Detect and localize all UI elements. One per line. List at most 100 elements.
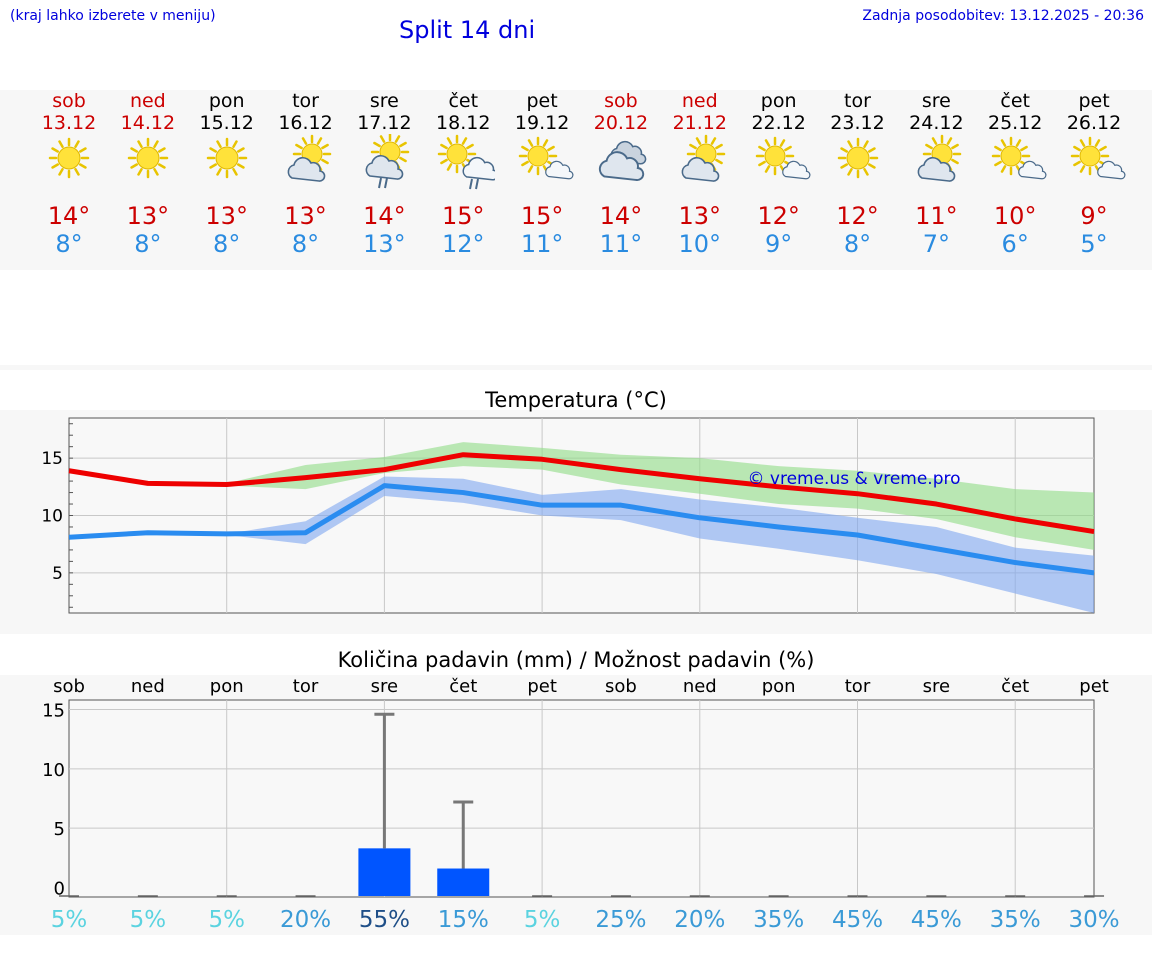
precip-chance-label: 25% — [595, 907, 646, 933]
high-temp: 13° — [284, 202, 327, 230]
cloud-sun-icon — [287, 134, 331, 182]
day-name: sre — [369, 90, 399, 112]
y-tick-label: 15 — [41, 449, 63, 469]
weather-icon — [660, 134, 740, 202]
forecast-day: čet 25.12 10° 6° — [975, 90, 1055, 258]
weather-icon — [818, 134, 898, 202]
day-date: 14.12 — [120, 112, 176, 134]
precip-chance-label: 5% — [51, 907, 88, 933]
sun-small-cloud-icon — [991, 136, 1047, 180]
day-name: tor — [292, 90, 319, 112]
day-name: pet — [526, 90, 558, 112]
low-temp: 10° — [678, 230, 722, 258]
cloud-sun-icon — [681, 134, 726, 182]
day-name: sob — [604, 90, 638, 112]
forecast-day: ned 14.12 13° 8° — [108, 90, 188, 258]
low-temp: 9° — [765, 230, 793, 258]
precip-chance-label: 30% — [1068, 907, 1119, 933]
forecast-day: pon 22.12 12° 9° — [739, 90, 819, 258]
weather-icon — [975, 134, 1055, 202]
low-temp: 8° — [55, 230, 83, 258]
day-date: 19.12 — [514, 112, 570, 134]
high-temp: 13° — [678, 202, 722, 230]
precip-chance-label: 45% — [911, 907, 962, 933]
forecast-day: pet 19.12 15° 11° — [502, 90, 582, 258]
day-axis-label: čet — [449, 676, 477, 697]
day-axis-label: pon — [762, 676, 796, 697]
max-temp-range — [226, 442, 1095, 550]
location-hint-link[interactable]: (kraj lahko izberete v meniju) — [10, 8, 216, 24]
plot-area — [68, 699, 1095, 898]
day-axis-label: sob — [605, 676, 637, 697]
day-date: 15.12 — [199, 112, 254, 134]
weather-icon — [739, 134, 819, 202]
day-name: tor — [844, 90, 871, 112]
day-axis-label: čet — [1001, 676, 1029, 697]
precip-chance-label: 5% — [208, 907, 245, 933]
high-temp: 14° — [599, 202, 643, 230]
high-temp: 13° — [126, 202, 170, 230]
sun-small-cloud-icon — [518, 136, 574, 180]
weather-icon — [344, 134, 424, 202]
day-name: sre — [921, 90, 951, 112]
high-temp: 15° — [441, 202, 485, 230]
low-temp: 8° — [213, 230, 241, 258]
day-name: ned — [681, 90, 718, 112]
weather-icon — [29, 134, 109, 202]
day-axis-label: tor — [845, 676, 871, 697]
day-axis-label: pon — [210, 676, 244, 697]
forecast-day: čet 18.12 15° 12° — [423, 90, 503, 258]
weather-icon — [502, 134, 582, 202]
sun-cloud-rain-icon — [438, 134, 496, 190]
low-temp: 11° — [599, 230, 643, 258]
sun-icon — [48, 137, 90, 179]
precip-chance-label: 20% — [280, 907, 331, 933]
low-temp: 8° — [843, 230, 872, 258]
day-date: 13.12 — [41, 112, 97, 134]
forecast-day: pon 15.12 13° 8° — [187, 90, 267, 258]
day-name: pon — [760, 90, 797, 112]
sun-icon — [837, 137, 878, 179]
day-axis-label: pet — [1079, 676, 1109, 697]
day-date: 18.12 — [436, 112, 491, 134]
y-tick-label: 10 — [42, 760, 65, 781]
cloud-sun-rain-icon — [366, 134, 410, 189]
precip-chance-label: 15% — [438, 907, 489, 933]
precip-bar — [358, 848, 411, 896]
low-temp: 7° — [922, 230, 950, 258]
forecast-band — [0, 90, 1152, 270]
precip-chance-label: 5% — [524, 907, 561, 933]
day-axis-label: tor — [293, 676, 319, 697]
cloudy-icon — [598, 140, 647, 181]
forecast-day: tor 23.12 12° 8° — [818, 90, 898, 258]
high-temp: 15° — [520, 202, 564, 230]
precip-chance-label: 20% — [674, 907, 725, 933]
high-temp: 10° — [993, 202, 1037, 230]
forecast-day: tor 16.12 13° 8° — [266, 90, 346, 258]
day-date: 20.12 — [593, 112, 649, 134]
high-temp: 12° — [836, 202, 879, 230]
min-temp-line — [68, 483, 1095, 576]
low-temp: 11° — [520, 230, 564, 258]
weather-icon — [581, 134, 661, 202]
weather-icon — [1054, 134, 1134, 202]
separator — [0, 365, 1152, 370]
day-axis-label: sob — [53, 676, 85, 697]
high-temp: 14° — [47, 202, 91, 230]
day-axis-label: ned — [131, 676, 165, 697]
weather-icon — [108, 134, 188, 202]
day-name: pet — [1078, 90, 1110, 112]
precip-chance-label: 35% — [990, 907, 1041, 933]
sun-icon — [127, 137, 169, 179]
day-date: 25.12 — [987, 112, 1043, 134]
day-name: čet — [1000, 90, 1030, 112]
high-temp: 12° — [757, 202, 800, 230]
last-updated: Zadnja posodobitev: 13.12.2025 - 20:36 — [862, 8, 1144, 24]
watermark: © vreme.us & vreme.pro — [747, 469, 960, 489]
y-tick-label: 15 — [42, 700, 65, 721]
forecast-day: sob 20.12 14° 11° — [581, 90, 661, 258]
temperature-chart-title: Temperatura (°C) — [485, 388, 667, 412]
low-temp: 8° — [134, 230, 162, 258]
low-temp: 6° — [1001, 230, 1029, 258]
low-temp: 12° — [441, 230, 485, 258]
